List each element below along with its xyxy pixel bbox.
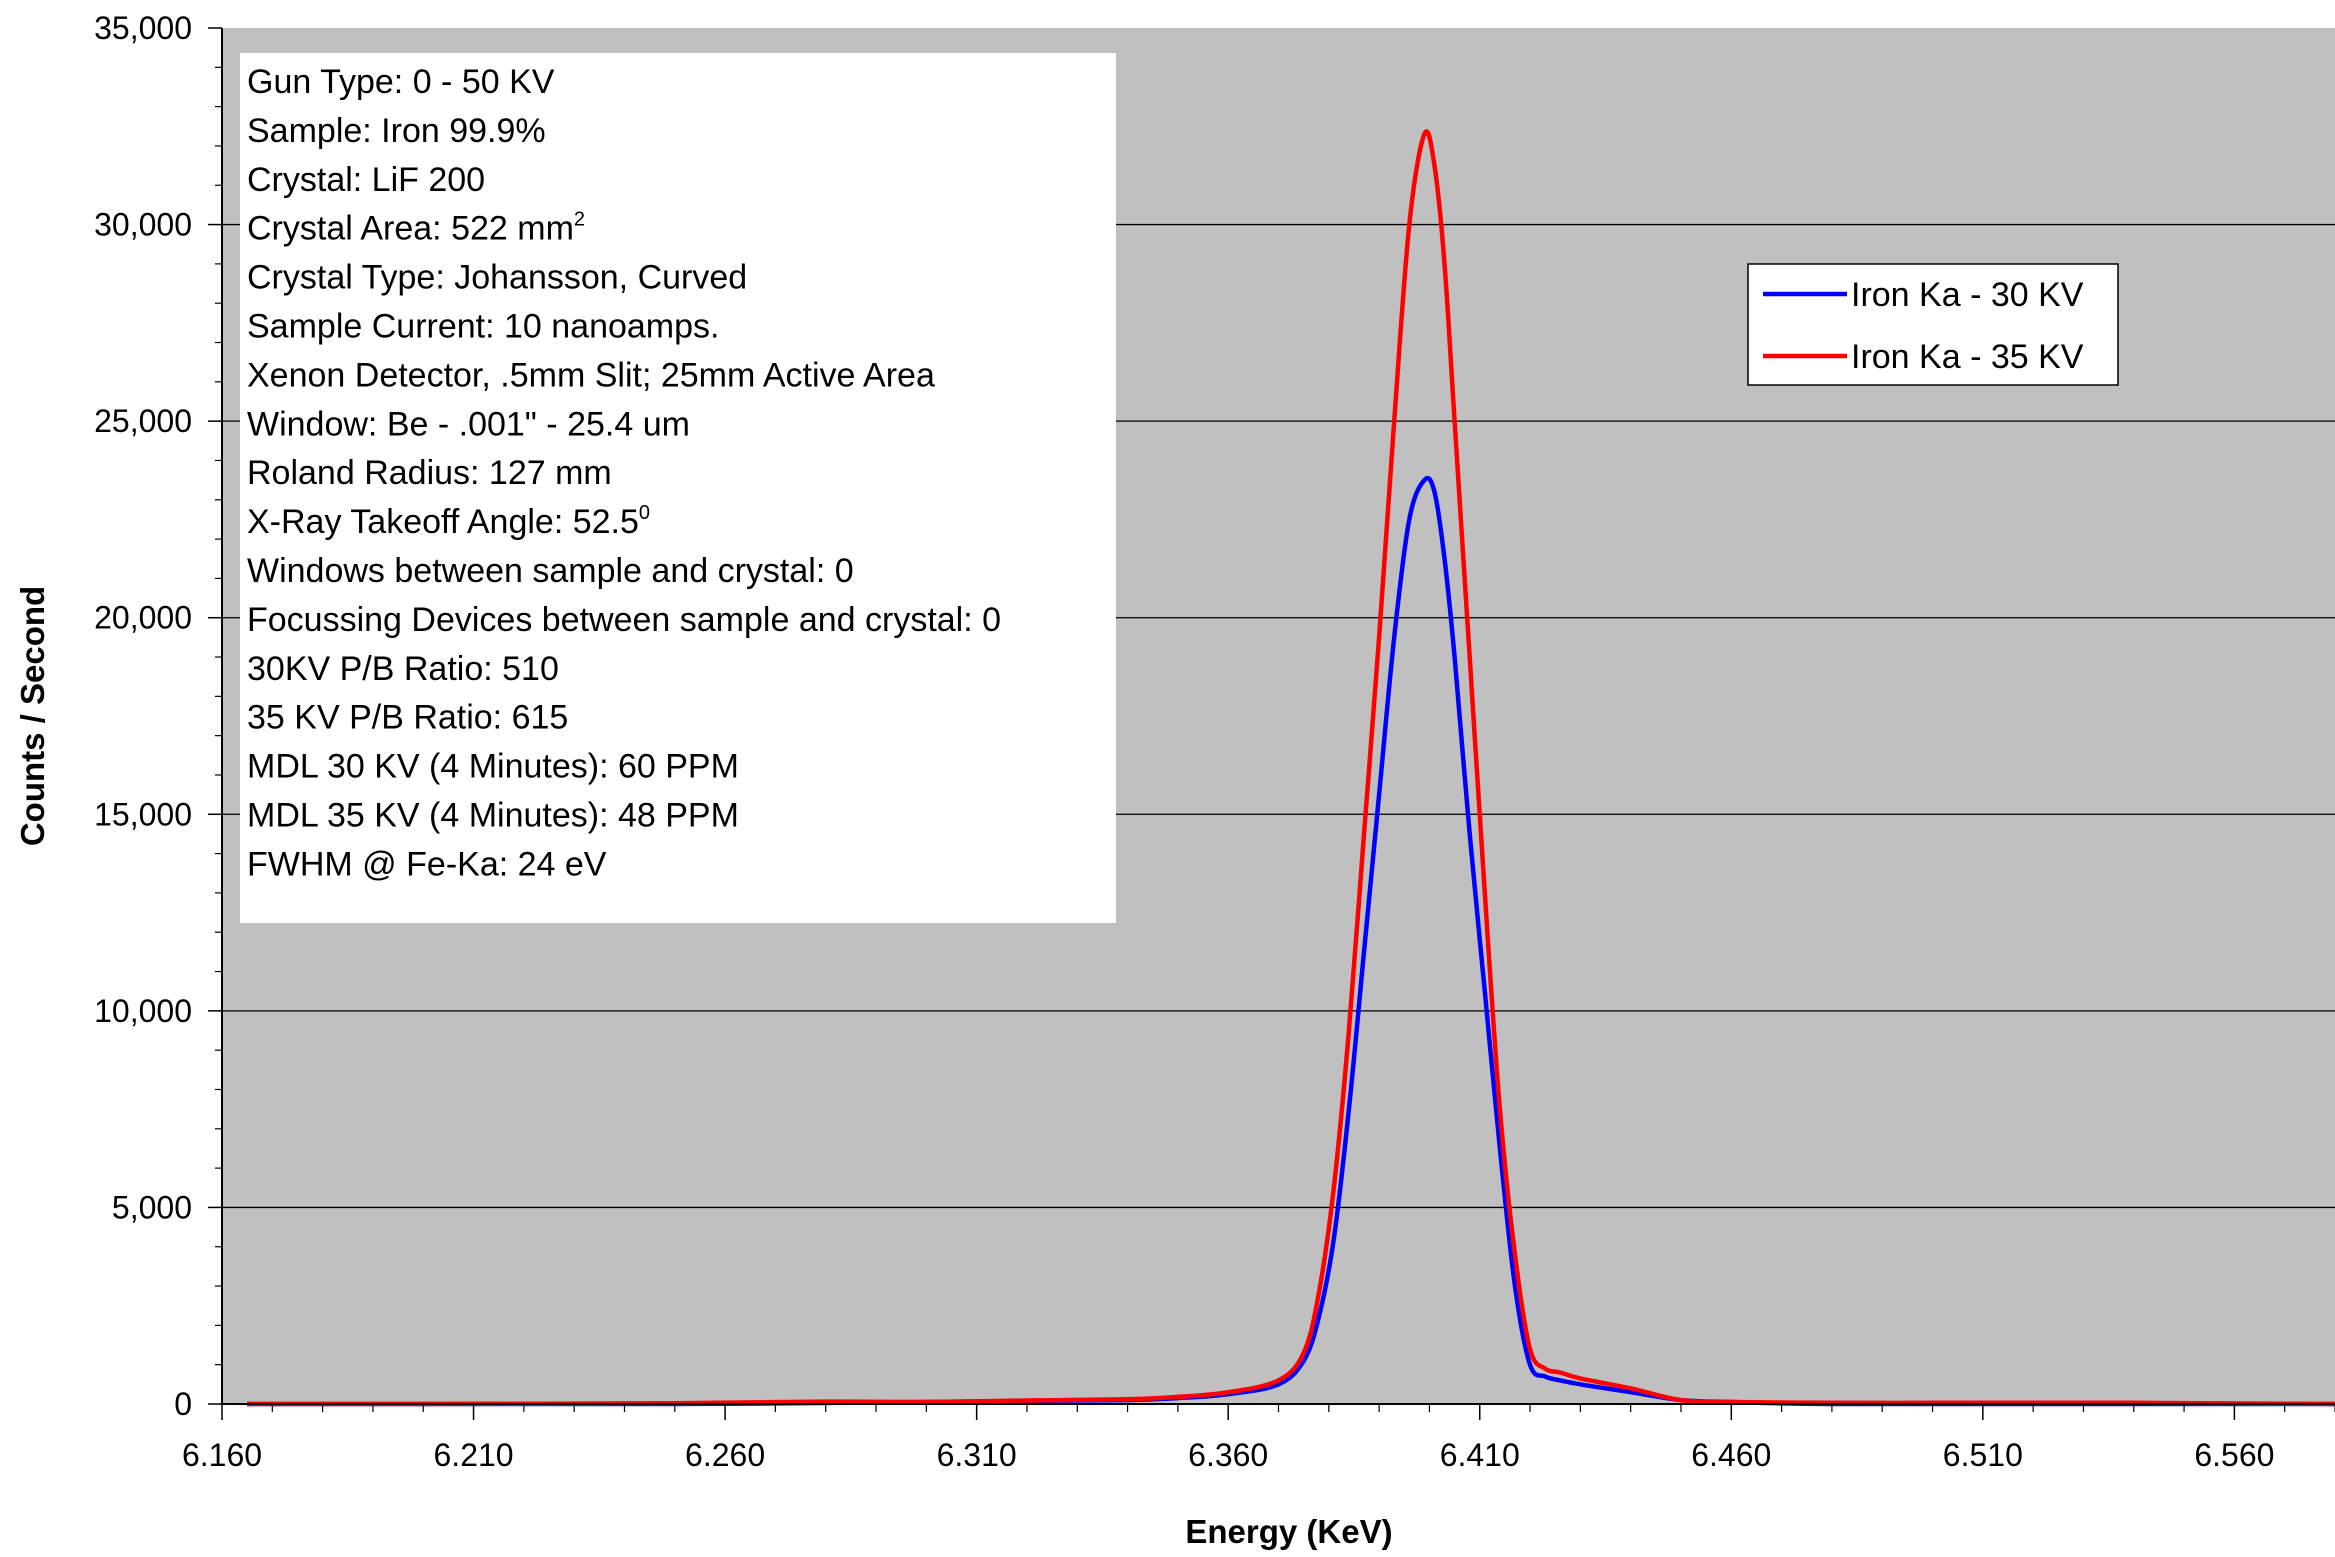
info-line: Focussing Devices between sample and cry…	[247, 601, 1001, 639]
info-line: Xenon Detector, .5mm Slit; 25mm Active A…	[247, 356, 935, 394]
legend-label: Iron Ka - 35 KV	[1851, 338, 2084, 376]
superscript: 0	[639, 502, 650, 524]
x-tick-label: 6.560	[2194, 1437, 2274, 1473]
y-tick-label: 10,000	[94, 993, 192, 1029]
series-lines	[247, 129, 2335, 1407]
info-line: Crystal Type: Johansson, Curved	[247, 259, 747, 297]
info-line: Windows between sample and crystal: 0	[247, 552, 854, 590]
x-tick-label: 6.210	[434, 1437, 514, 1473]
info-line: Sample Current: 10 nanoamps.	[247, 308, 719, 346]
x-tick-label: 6.460	[1691, 1437, 1771, 1473]
x-axis-title: Energy (KeV)	[1185, 1513, 1392, 1550]
x-tick-label: 6.360	[1188, 1437, 1268, 1473]
info-line: Roland Radius: 127 mm	[247, 454, 612, 492]
y-axis-title: Counts / Second	[14, 586, 51, 846]
y-tick-label: 30,000	[94, 207, 192, 243]
y-tick-label: 0	[174, 1386, 192, 1422]
info-line: 30KV P/B Ratio: 510	[247, 650, 559, 688]
info-line: Sample: Iron 99.9%	[247, 112, 546, 150]
y-tick-label: 25,000	[94, 403, 192, 439]
x-tick-label: 6.410	[1440, 1437, 1520, 1473]
x-tick-label: 6.260	[685, 1437, 765, 1473]
info-line: X-Ray Takeoff Angle: 52.50	[247, 502, 650, 541]
y-tick-label: 35,000	[94, 10, 192, 46]
info-line: Crystal Area: 522 mm2	[247, 209, 585, 248]
info-line: Window: Be - .001" - 25.4 um	[247, 405, 690, 443]
axes: 0 5,000 10,000 15,000 20,000 25,000 30,000 35,0…	[94, 10, 2335, 1473]
superscript: 2	[574, 209, 585, 231]
y-tick-label: 15,000	[94, 796, 192, 832]
series-line	[247, 129, 2335, 1407]
y-tick-label: 5,000	[112, 1189, 192, 1225]
info-box-background	[240, 53, 1116, 923]
legend-label: Iron Ka - 30 KV	[1851, 276, 2084, 314]
x-tick-label: 6.510	[1943, 1437, 2023, 1473]
info-box: Gun Type: 0 - 50 KV Sample: Iron 99.9% Cry…	[240, 53, 1116, 923]
info-line: FWHM @ Fe-Ka: 24 eV	[247, 845, 607, 883]
x-tick-label: 6.310	[937, 1437, 1017, 1473]
x-tick-label: 6.160	[182, 1437, 262, 1473]
info-line: Gun Type: 0 - 50 KV	[247, 63, 555, 101]
info-line: MDL 30 KV (4 Minutes): 60 PPM	[247, 748, 739, 786]
y-tick-label: 20,000	[94, 600, 192, 636]
info-line: Crystal: LiF 200	[247, 161, 485, 199]
legend-box	[1747, 263, 2119, 386]
info-line: 35 KV P/B Ratio: 615	[247, 699, 568, 737]
legend: Iron Ka - 30 KV Iron Ka - 35 KV	[1747, 263, 2119, 386]
info-line: MDL 35 KV (4 Minutes): 48 PPM	[247, 797, 739, 835]
